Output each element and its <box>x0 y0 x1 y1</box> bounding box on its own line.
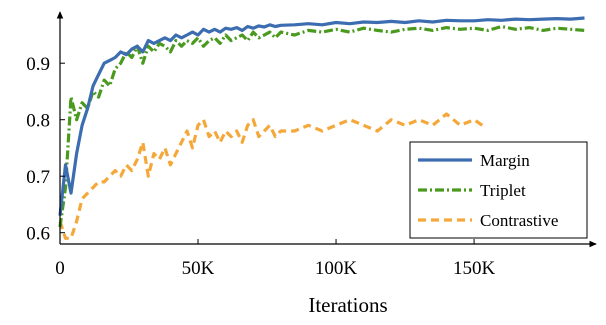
y-tick-label: 0.9 <box>26 54 50 75</box>
legend: Margin Triplet Contrastive <box>409 141 588 239</box>
x-tick-label: 0 <box>55 258 65 279</box>
axes-layer <box>56 11 597 248</box>
legend-label-margin: Margin <box>480 151 530 170</box>
x-tick-label: 50K <box>182 258 215 279</box>
series-line-triplet <box>58 24 585 228</box>
x-tick-label: 100K <box>315 258 358 279</box>
ticks-layer: 0 50K 100K 150K 0.6 0.7 0.8 0.9 Iterations <box>26 54 495 317</box>
y-tick-label: 0.8 <box>26 111 50 132</box>
y-tick-label: 0.7 <box>26 167 50 188</box>
series-line-margin <box>58 16 585 216</box>
series-layer <box>58 16 585 240</box>
legend-label-triplet: Triplet <box>480 181 526 200</box>
x-axis-label: Iterations <box>308 293 387 317</box>
y-tick-label: 0.6 <box>26 224 50 245</box>
legend-label-contrastive: Contrastive <box>480 211 558 230</box>
x-tick-label: 150K <box>453 258 496 279</box>
